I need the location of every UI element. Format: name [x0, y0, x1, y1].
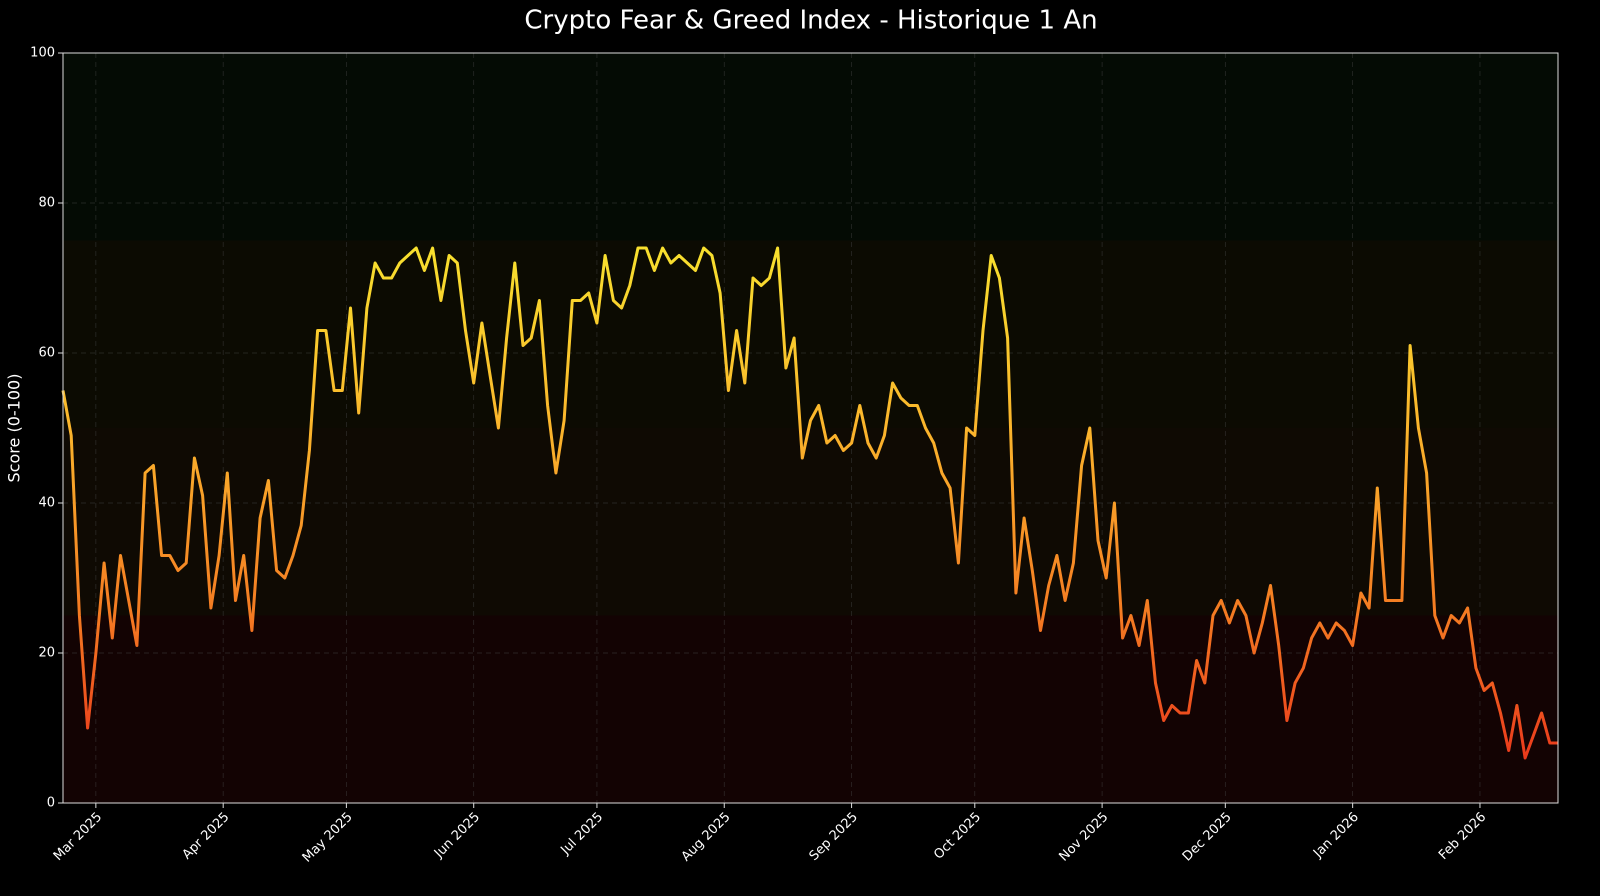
y-tick-label: 40	[38, 496, 55, 511]
chart-title: Crypto Fear & Greed Index - Historique 1…	[524, 6, 1097, 36]
y-tick-label: 60	[38, 346, 55, 361]
y-tick-label: 80	[38, 196, 55, 211]
y-tick-label: 0	[47, 796, 55, 811]
y-axis-label: Score (0-100)	[5, 374, 24, 483]
y-tick-label: 20	[38, 646, 55, 661]
zone-band	[63, 615, 1558, 803]
zone-band	[63, 53, 1558, 241]
plot-frame	[62, 52, 1559, 804]
zone-band	[63, 240, 1558, 428]
index-line	[61, 246, 1558, 760]
y-tick-label: 100	[30, 46, 55, 61]
zone-band	[63, 428, 1558, 616]
